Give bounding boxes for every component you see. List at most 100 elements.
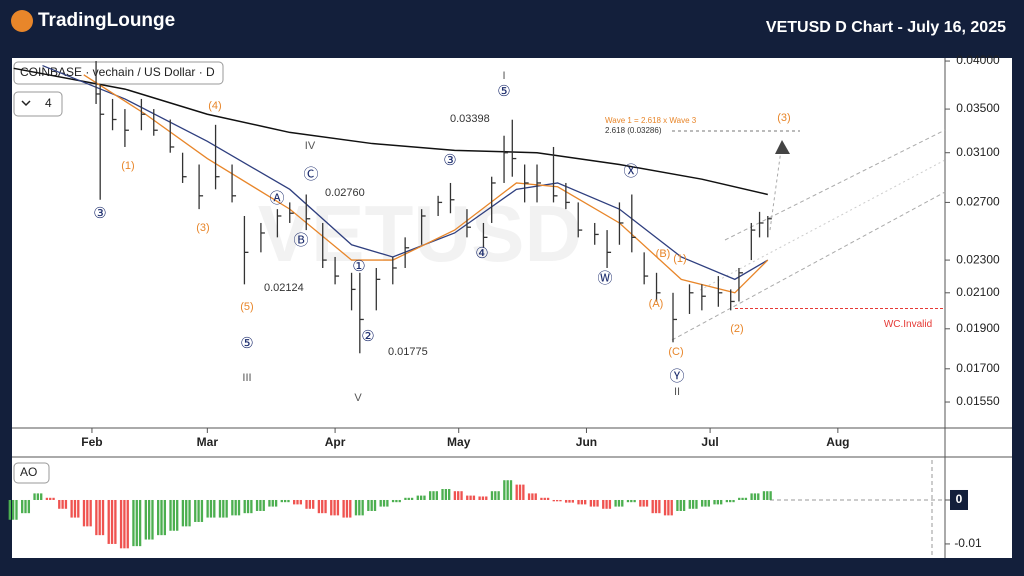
- ao-bar: [515, 484, 518, 500]
- ao-bar: [259, 499, 262, 511]
- x-tick-label: Feb: [81, 435, 102, 449]
- wave-label: ⑤: [497, 83, 510, 100]
- ao-bar: [762, 491, 766, 500]
- x-tick-label: Aug: [826, 435, 849, 449]
- ao-bar: [250, 499, 253, 514]
- ao-bar: [577, 499, 580, 505]
- wave-label: (3): [777, 112, 790, 124]
- ao-bar: [398, 499, 401, 503]
- ao-bar: [497, 491, 500, 500]
- ao-bar: [296, 499, 299, 505]
- ao-bar: [73, 499, 77, 518]
- ao-bar: [206, 499, 209, 518]
- ao-bar: [651, 499, 654, 514]
- ao-bar: [82, 499, 86, 527]
- wave-label: (1): [121, 160, 134, 172]
- wave-label: ②: [361, 328, 374, 345]
- ao-bar: [552, 499, 555, 502]
- ao-bar: [713, 499, 716, 505]
- wave-label: III: [242, 372, 251, 384]
- ao-bar: [151, 499, 154, 540]
- ao-bar: [580, 499, 584, 505]
- ao-bar: [379, 499, 382, 507]
- tick-badge: [950, 489, 968, 510]
- legend: COINBASE · vechain / US Dollar · D: [20, 65, 215, 79]
- y-tick-label: 0.03500: [956, 101, 1000, 115]
- ao-bar: [527, 493, 531, 500]
- ao-bar: [194, 499, 197, 522]
- chevron: [21, 100, 31, 107]
- ao-bar: [312, 499, 315, 509]
- ao-title: AO: [20, 465, 37, 479]
- ao-bar: [720, 499, 723, 505]
- ao-bar: [119, 499, 123, 549]
- projection: [769, 149, 782, 231]
- ao-bar: [614, 499, 617, 507]
- ao-bar: [52, 497, 55, 500]
- moving-average: [13, 67, 768, 196]
- ao-bar: [138, 499, 142, 547]
- ao-bar: [163, 499, 167, 536]
- ao-bar: [114, 499, 117, 544]
- ao-bar: [509, 480, 513, 500]
- ao-bar: [716, 499, 720, 505]
- ao-bar: [478, 496, 481, 500]
- channel-line: [699, 159, 946, 291]
- ao-bar: [64, 499, 68, 509]
- ao-bar: [757, 493, 760, 500]
- ao-bar: [654, 499, 658, 514]
- wave-label: Ⓐ: [269, 190, 284, 207]
- ao-bar: [107, 499, 110, 544]
- ao-bar: [645, 499, 649, 507]
- ao-bar: [416, 495, 419, 500]
- ao-bar: [283, 499, 287, 503]
- ao-bar: [663, 499, 667, 516]
- moving-average: [42, 64, 769, 281]
- ao-bar: [676, 499, 679, 511]
- ao-bar: [543, 497, 546, 500]
- ao-bar: [49, 497, 52, 500]
- ao-box: [13, 462, 50, 484]
- ao-bar: [135, 499, 138, 547]
- x-tick-label: Mar: [197, 435, 219, 449]
- interval-badge: 4: [45, 96, 52, 110]
- ao-bar: [658, 499, 661, 514]
- ao-bar: [391, 499, 395, 503]
- y-tick-label: 0.03100: [956, 145, 1000, 159]
- ao-bar: [584, 499, 587, 505]
- wave-label: V: [354, 392, 362, 404]
- ao-bar: [200, 499, 204, 522]
- wave-label: ⑤: [240, 335, 253, 352]
- ao-bar: [593, 499, 596, 507]
- y-tick-label: 0.01550: [956, 394, 1000, 408]
- ao-bar: [441, 489, 444, 500]
- ao-bar: [370, 499, 373, 511]
- y-tick-label: 0.04000: [956, 53, 1000, 67]
- ao-bar: [213, 499, 216, 518]
- ao-bar: [460, 491, 463, 500]
- ao-bar: [531, 493, 534, 500]
- ao-bar: [382, 499, 386, 507]
- wave-label: 0.02760: [325, 187, 365, 199]
- wave-label: Ⓑ: [293, 232, 308, 249]
- interval-box[interactable]: [13, 91, 63, 117]
- ao-bar: [58, 499, 61, 509]
- wave-label: 0.01775: [388, 346, 428, 358]
- ao-bar: [287, 499, 290, 503]
- ao-bar: [626, 499, 630, 503]
- ao-bar: [617, 499, 621, 507]
- wave-label: (1): [673, 253, 686, 265]
- ao-bar: [725, 499, 729, 503]
- wave-label: (B): [656, 248, 671, 260]
- y-tick-label: -0.01: [954, 536, 982, 550]
- ao-bar: [605, 499, 608, 509]
- ao-bar: [729, 499, 732, 503]
- ao-bar: [568, 499, 571, 503]
- ao-bar: [602, 499, 605, 509]
- ao-bar: [367, 499, 370, 511]
- ao-bar: [160, 499, 163, 536]
- invalidation-label: WC.Invalid: [884, 319, 932, 330]
- arrow: [775, 140, 790, 154]
- ao-bar: [503, 480, 506, 500]
- wave-label: ③: [443, 152, 456, 169]
